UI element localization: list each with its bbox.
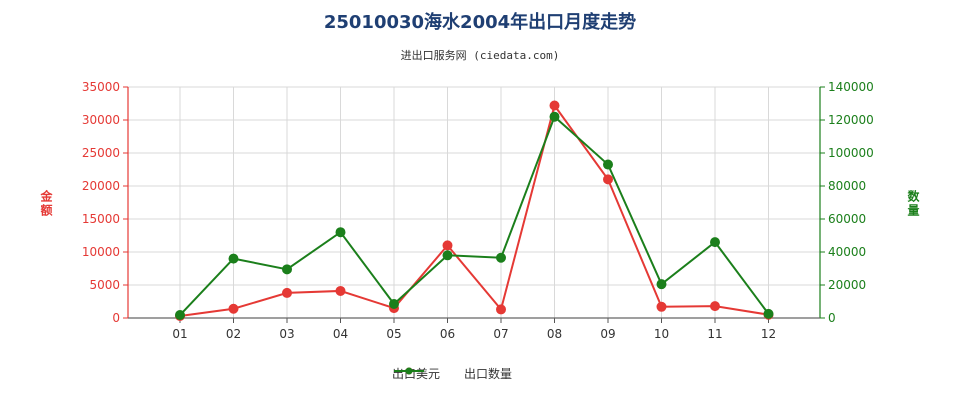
export-usd-point-07 [496,304,506,315]
right-axis-title: 数量 [906,190,920,218]
export-quantity-point-06 [442,250,453,261]
legend-label-export-quantity: 出口数量 [464,367,513,381]
left-axis-tick-label: 30000 [82,113,120,127]
export-quantity-point-11 [710,237,720,248]
left-axis-tick-label: 5000 [89,278,120,292]
x-axis-tick-label: 11 [707,327,722,341]
export-usd-point-03 [282,287,292,298]
export-usd-point-08 [549,100,560,111]
right-axis-tick-label: 140000 [828,80,874,94]
series-line-export-quantity [179,114,770,316]
chart-title: 25010030海水2004年出口月度走势 [323,12,637,33]
x-axis-tick-label: 05 [386,327,401,341]
x-axis-tick-label: 09 [600,327,615,341]
export-quantity-point-04 [335,227,346,238]
left-axis-title: 金额 [39,190,53,218]
export-quantity-point-07 [496,252,506,263]
export-usd-point-11 [710,301,720,312]
right-axis-tick-label: 60000 [828,212,866,226]
x-axis-tick-label: 02 [226,327,241,341]
legend-swatch-export-quantity [394,367,424,375]
x-axis-tick-label: 01 [172,327,187,341]
export-quantity-point-08 [549,111,560,122]
right-axis-tick-label: 120000 [828,113,874,127]
left-axis-tick-label: 20000 [82,179,120,193]
x-axis-tick-label: 12 [761,327,776,341]
export-quantity-point-03 [282,264,292,275]
x-axis-tick-label: 06 [440,327,455,341]
left-axis-tick-label: 15000 [82,212,120,226]
export-quantity-point-10 [656,279,667,290]
x-axis-tick-label: 03 [279,327,294,341]
export-quantity-point-12 [763,308,774,319]
right-axis-tick-label: 20000 [828,278,866,292]
legend: 出口美元 出口数量 [392,365,512,382]
export-usd-point-04 [335,285,346,296]
legend-item-export-quantity: 出口数量 [394,365,513,382]
export-usd-point-10 [656,301,667,312]
x-axis-tick-label: 04 [333,327,348,341]
x-axis-tick-label: 10 [654,327,669,341]
export-quantity-point-05 [389,298,399,309]
export-quantity-point-02 [228,253,239,264]
right-axis-tick-label: 40000 [828,245,866,259]
left-axis-tick-label: 0 [112,311,120,325]
export-usd-point-06 [442,240,453,251]
x-axis-tick-label: 08 [547,327,562,341]
left-axis-tick-label: 25000 [82,146,120,160]
right-axis-tick-label: 100000 [828,146,874,160]
x-axis-tick-label: 07 [493,327,508,341]
left-axis-tick-label: 35000 [82,80,120,94]
right-axis-tick-label: 0 [828,311,836,325]
plot-area [128,87,820,318]
export-quantity-point-01 [175,310,185,321]
export-usd-point-09 [603,174,613,185]
series-line-export-usd [179,103,769,318]
chart-subtitle: 进出口服务网 (ciedata.com) [400,49,560,62]
export-quantity-point-09 [603,159,613,170]
right-axis-tick-label: 80000 [828,179,866,193]
export-usd-point-02 [228,303,239,314]
left-axis-tick-label: 10000 [82,245,120,259]
